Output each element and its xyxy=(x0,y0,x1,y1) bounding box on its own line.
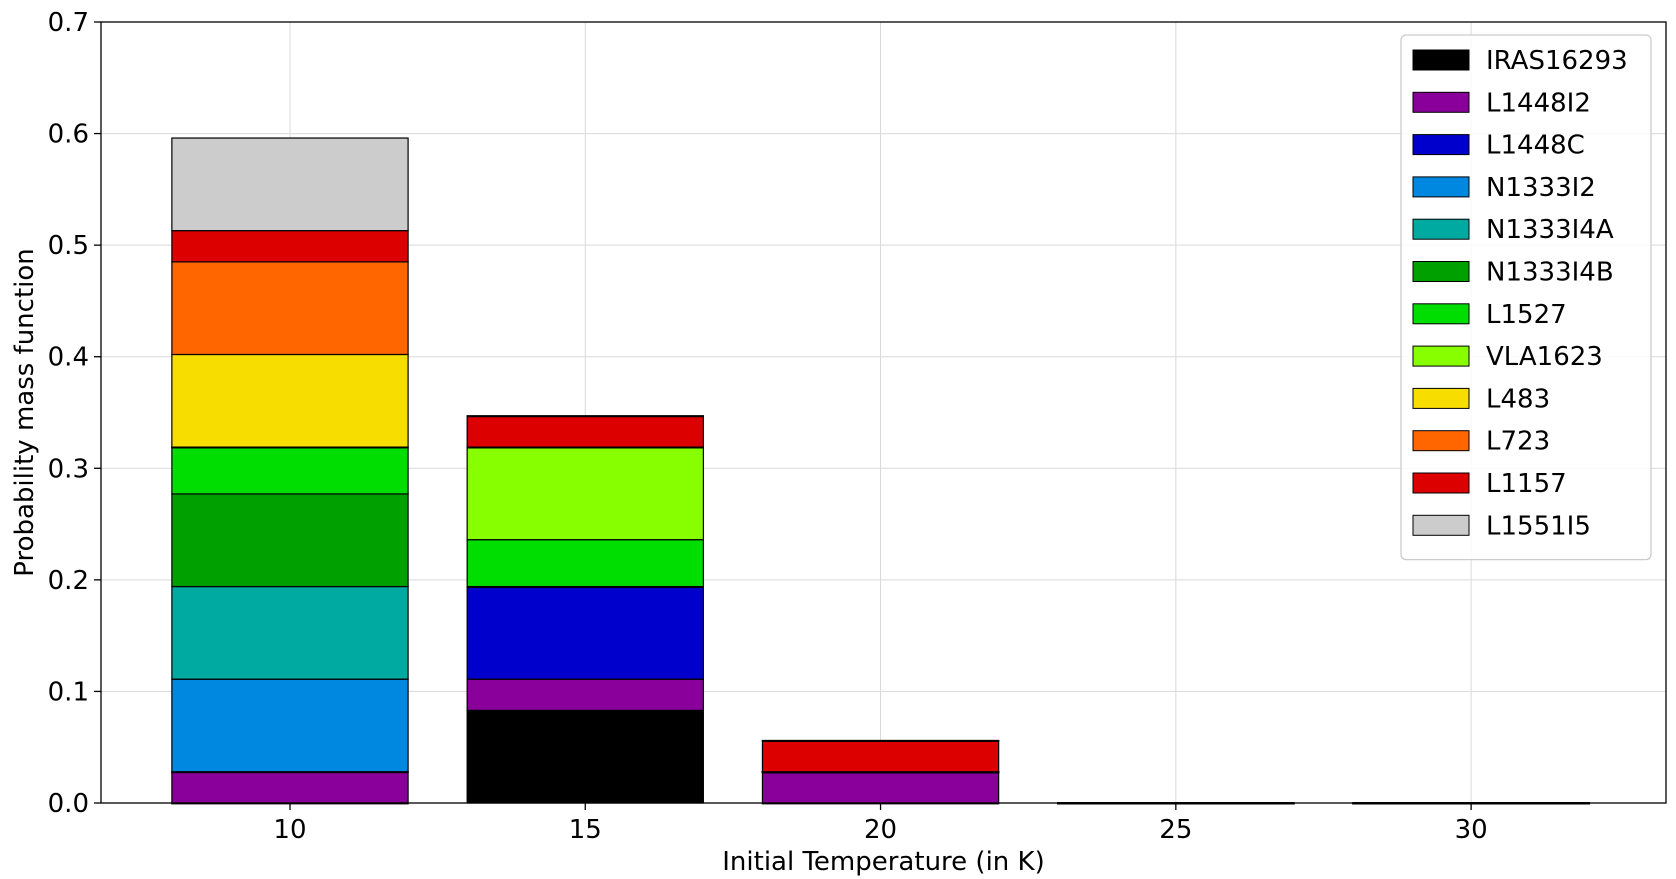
legend-box xyxy=(1400,34,1652,561)
legend-label: N1333I2 xyxy=(1486,173,1596,203)
x-tick-label: 25 xyxy=(1159,815,1192,845)
legend-swatch xyxy=(1412,303,1470,325)
x-axis-label: Initial Temperature (in K) xyxy=(722,847,1044,877)
legend-swatch xyxy=(1412,261,1470,282)
legend-swatch xyxy=(1412,91,1470,113)
legend-label: L483 xyxy=(1486,384,1550,414)
y-tick-label: 0.0 xyxy=(48,789,89,819)
bar-segment xyxy=(466,415,704,418)
legend-swatch xyxy=(1412,472,1470,494)
legend-label: VLA1623 xyxy=(1486,342,1603,372)
y-tick-label: 0.6 xyxy=(48,120,89,150)
bar-segment xyxy=(171,261,409,356)
bar-segment xyxy=(466,415,704,448)
bar-segment xyxy=(466,678,704,711)
legend-label: L1527 xyxy=(1486,300,1567,330)
bar-segment xyxy=(761,771,1000,804)
legend: IRAS16293 L1448I2 L1448C N1333I2 N1333I4A N13… xyxy=(1400,34,1652,561)
legend-swatch xyxy=(1412,387,1470,409)
legend-label: L1157 xyxy=(1486,469,1567,499)
bar-segment xyxy=(171,678,409,773)
bar-segment xyxy=(761,739,1000,742)
legend-swatch xyxy=(1412,514,1470,536)
legend-swatch xyxy=(1412,134,1470,156)
y-tick-label: 0.7 xyxy=(48,8,89,38)
x-tick-label: 20 xyxy=(864,815,897,845)
y-tick-label: 0.4 xyxy=(48,343,89,373)
x-tick-label: 15 xyxy=(569,815,602,845)
y-axis-label: Probability mass function xyxy=(10,248,40,577)
legend-label: L1551I5 xyxy=(1486,511,1591,541)
legend-swatch xyxy=(1412,218,1470,240)
bar-segment xyxy=(466,446,704,541)
bar-segment xyxy=(466,539,704,588)
x-tick-label: 30 xyxy=(1455,815,1488,845)
x-tick-label: 10 xyxy=(273,815,306,845)
bar-segment xyxy=(171,771,409,804)
legend-swatch xyxy=(1412,49,1470,71)
bar-segment xyxy=(466,585,704,680)
legend-label: L1448C xyxy=(1486,131,1585,161)
axis-ticks: 0.0 0.1 0.2 0.3 0.4 0.5 0.6 0.7 10 15 20 25 30 xyxy=(48,8,1488,845)
legend-label: L1448I2 xyxy=(1486,88,1591,118)
plot-area xyxy=(100,21,1667,804)
y-tick-label: 0.2 xyxy=(48,566,89,596)
legend-label: IRAS16293 xyxy=(1486,46,1628,76)
legend-swatch xyxy=(1412,430,1470,452)
y-tick-label: 0.3 xyxy=(48,454,89,484)
bar-segment xyxy=(171,353,409,448)
bar-segment xyxy=(171,493,409,588)
bar-segment xyxy=(761,739,1000,773)
legend-label: N1333I4B xyxy=(1486,258,1614,288)
y-tick-label: 0.1 xyxy=(48,677,89,707)
legend-label: L723 xyxy=(1486,427,1550,457)
legend-swatch xyxy=(1412,345,1470,367)
legend-label: N1333I4A xyxy=(1486,215,1614,245)
legend-swatch xyxy=(1412,176,1470,198)
y-tick-label: 0.5 xyxy=(48,231,89,261)
bar-segment xyxy=(171,446,409,495)
bar-segment xyxy=(171,585,409,680)
bar-segment xyxy=(171,137,409,232)
bar-segment xyxy=(466,709,704,804)
bar-segment xyxy=(171,230,409,263)
